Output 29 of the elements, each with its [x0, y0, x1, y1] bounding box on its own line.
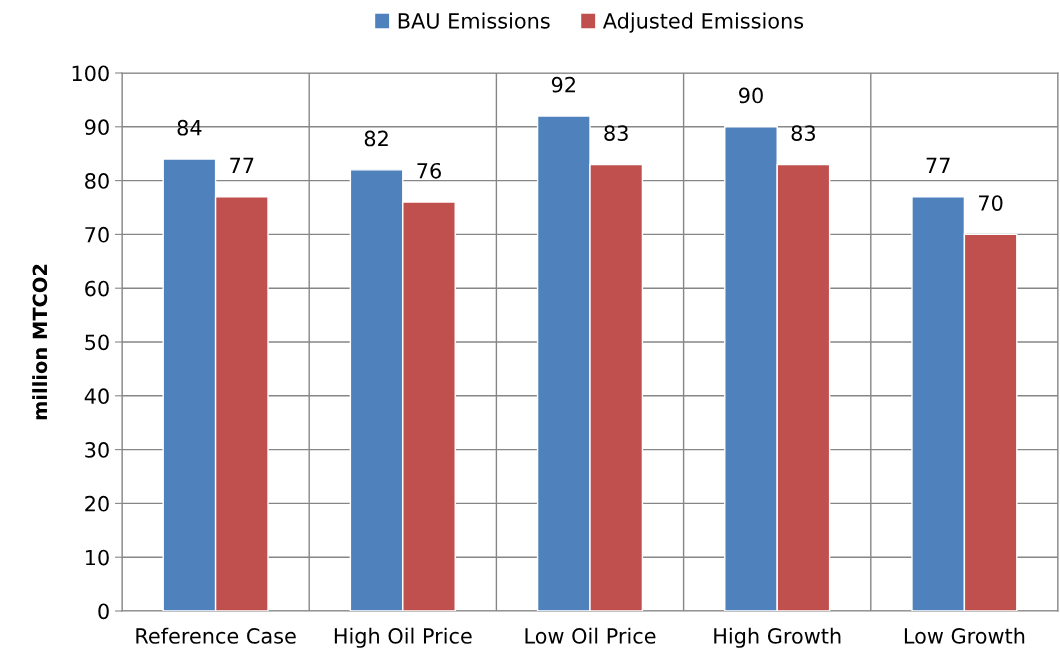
data-label: 76: [417, 162, 441, 179]
y-tick-label: 30: [85, 442, 109, 458]
data-label: 92: [551, 76, 575, 93]
x-tick-label: Low Oil Price: [525, 627, 656, 644]
x-tick-label: Low Growth: [904, 627, 1025, 644]
y-tick-label: 10: [85, 549, 109, 566]
data-label: 83: [604, 125, 628, 141]
y-axis-title: million MTCO2: [32, 264, 48, 420]
y-tick-label: 80: [85, 173, 109, 189]
data-label: 83: [791, 125, 815, 141]
x-tick-label: High Growth: [714, 627, 841, 648]
y-tick-label: 100: [72, 65, 109, 82]
y-tick-label: 0: [98, 603, 109, 620]
y-tick-label: 60: [85, 280, 109, 297]
data-label: 90: [739, 87, 763, 104]
data-label: 84: [177, 119, 202, 136]
y-tick-label: 50: [85, 334, 109, 351]
legend-label: Adjusted Emissions: [602, 12, 804, 33]
x-tick-label: Reference Case: [136, 627, 296, 644]
y-tick-label: 90: [85, 119, 109, 136]
y-tick-label: 20: [85, 495, 109, 512]
data-label: 77: [926, 157, 950, 173]
y-tick-label: 40: [84, 388, 109, 405]
legend-label: BAU Emissions: [398, 12, 550, 29]
data-label: 77: [230, 157, 254, 173]
data-label: 82: [364, 130, 388, 147]
y-tick-label: 70: [85, 226, 109, 243]
x-tick-label: High Oil Price: [334, 627, 472, 648]
data-label: 70: [979, 195, 1003, 211]
